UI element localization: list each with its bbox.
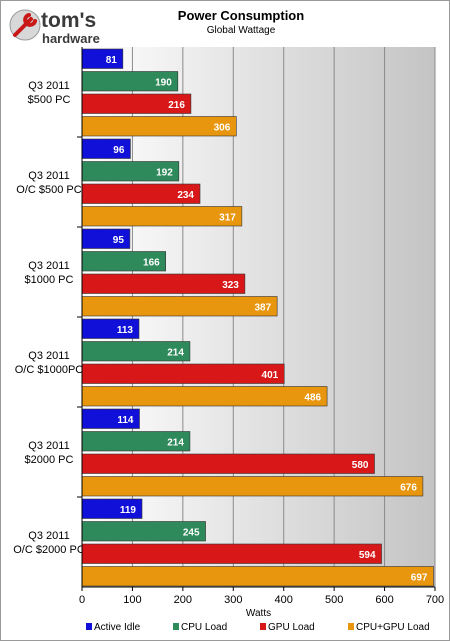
category-label: Q3 2011 <box>28 170 69 182</box>
legend-swatch <box>348 623 354 630</box>
bar <box>81 296 278 317</box>
data-label: 95 <box>113 235 125 246</box>
data-label: 697 <box>411 572 428 583</box>
bar <box>81 566 434 587</box>
data-label: 306 <box>214 122 231 133</box>
bar <box>81 363 285 384</box>
bar <box>81 543 382 564</box>
data-label: 119 <box>120 505 137 516</box>
category-label: $2000 PC <box>25 454 74 466</box>
x-tick-label: 700 <box>426 594 444 606</box>
data-label: 387 <box>254 302 271 313</box>
chart-subtitle: Global Wattage <box>206 25 276 36</box>
category-label: $500 PC <box>28 94 71 106</box>
x-tick-label: 600 <box>375 594 393 606</box>
chart-title: Power Consumption <box>177 8 305 23</box>
x-tick-label: 400 <box>275 594 293 606</box>
data-label: 190 <box>155 77 172 88</box>
data-label: 96 <box>113 145 125 156</box>
category-label: Q3 2011 <box>28 440 69 452</box>
legend-label: CPU+GPU Load <box>356 622 430 633</box>
data-label: 113 <box>117 325 134 336</box>
bar <box>81 206 243 227</box>
data-label: 245 <box>183 527 200 538</box>
data-label: 216 <box>168 100 185 111</box>
x-axis-title: Watts <box>246 608 271 619</box>
data-label: 81 <box>106 55 118 66</box>
data-label: 234 <box>177 190 194 201</box>
legend-label: CPU Load <box>181 622 227 633</box>
category-label: Q3 2011 <box>28 350 69 362</box>
data-label: 594 <box>359 550 376 561</box>
data-label: 401 <box>262 370 279 381</box>
logo-name-bottom: hardware <box>42 31 100 46</box>
category-label: O/C $1000PC <box>15 364 84 376</box>
bar <box>81 476 424 497</box>
data-label: 323 <box>222 280 239 291</box>
power-consumption-chart: 0 100 200 300 400 500 600 700 Q3 2011 $500 PC 81 19… <box>13 47 444 633</box>
data-label: 192 <box>156 167 173 178</box>
bar <box>81 273 246 294</box>
data-label: 114 <box>117 415 134 426</box>
legend-label: GPU Load <box>268 622 315 633</box>
category-label: $1000 PC <box>25 274 74 286</box>
x-tick-label: 500 <box>325 594 343 606</box>
logo-name-top: tom's <box>41 9 96 32</box>
category-label: O/C $500 PC <box>16 184 81 196</box>
legend-label: Active Idle <box>94 622 141 633</box>
x-tick-label: 300 <box>224 594 242 606</box>
bar <box>81 386 328 407</box>
data-label: 317 <box>219 212 236 223</box>
data-label: 486 <box>304 392 321 403</box>
bar <box>81 453 375 474</box>
data-label: 214 <box>167 347 184 358</box>
plot-background <box>82 47 435 587</box>
category-label: Q3 2011 <box>28 260 69 272</box>
data-label: 580 <box>352 460 369 471</box>
category-label: Q3 2011 <box>28 80 69 92</box>
category-label: O/C $2000 PC <box>13 544 85 556</box>
x-tick-label: 100 <box>123 594 141 606</box>
data-label: 214 <box>167 437 184 448</box>
x-tick-label: 0 <box>79 594 85 606</box>
data-label: 166 <box>143 257 160 268</box>
legend-swatch <box>86 623 92 630</box>
x-tick-label: 200 <box>174 594 192 606</box>
legend-swatch <box>173 623 179 630</box>
legend-swatch <box>260 623 266 630</box>
toms-hardware-logo: tom's hardware <box>9 9 100 46</box>
wrench-icon <box>9 9 41 41</box>
data-label: 676 <box>400 482 417 493</box>
category-label: Q3 2011 <box>28 530 69 542</box>
